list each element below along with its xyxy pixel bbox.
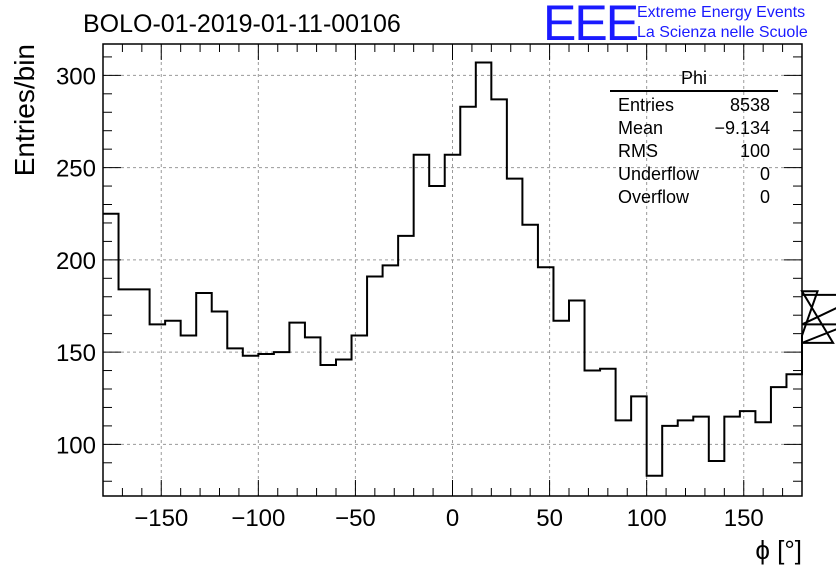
stats-box: Phi Entries 8538 Mean −9.134 RMS 100 Und… [610, 69, 778, 209]
histogram-bin [724, 417, 740, 496]
eee-logo-text: Extreme Energy Events La Scienza nelle S… [637, 3, 808, 43]
x-tick-label: 0 [446, 505, 459, 532]
stats-value: −9.134 [714, 118, 770, 138]
histogram-bin [709, 461, 725, 496]
histogram-bin [367, 276, 383, 496]
eee-logo: EEE [543, 0, 639, 51]
stats-row-entries: Entries 8538 [610, 94, 778, 117]
y-tick-label: 300 [56, 63, 96, 90]
histogram-bin [631, 396, 647, 496]
histogram-bin [569, 300, 585, 496]
histogram-bin [662, 426, 678, 496]
histogram-bin [771, 387, 787, 496]
histogram-bin [647, 476, 663, 496]
x-tick-label: 50 [536, 505, 563, 532]
histogram-bin [150, 324, 166, 496]
stats-label: Underflow [618, 164, 700, 184]
x-tick-label: 150 [724, 505, 764, 532]
stats-title: Phi [610, 69, 778, 92]
histogram-bin [336, 359, 352, 496]
histogram-bin [103, 214, 119, 496]
page-title: BOLO-01-2019-01-11-00106 [83, 10, 401, 38]
histogram-bin [352, 335, 368, 496]
histogram-bin [491, 99, 507, 496]
histogram-bin [755, 422, 771, 496]
histogram-bin [522, 225, 538, 496]
stats-row-mean: Mean −9.134 [610, 117, 778, 140]
histogram-bin [258, 354, 274, 496]
histogram-bin [616, 420, 632, 496]
histogram-bin [243, 356, 259, 496]
stats-value: 0 [759, 187, 770, 207]
histogram-bin [320, 365, 336, 496]
histogram-bin [227, 348, 243, 496]
histogram-bin [119, 289, 135, 496]
stats-label: RMS [618, 141, 658, 161]
x-axis-label: ϕ [°] [755, 535, 802, 565]
histogram-bin [181, 335, 197, 496]
stats-row-overflow: Overflow 0 [610, 186, 778, 209]
histogram-bin [585, 371, 601, 496]
stats-value: 100 [739, 141, 770, 161]
histogram-bin [538, 267, 554, 496]
histogram-bin [678, 420, 694, 496]
stats-row-underflow: Underflow 0 [610, 163, 778, 186]
x-tick-label: −100 [231, 505, 285, 532]
histogram-bin [274, 352, 290, 496]
stats-label: Entries [618, 95, 675, 115]
x-tick-label: −150 [134, 505, 188, 532]
stats-label: Mean [618, 118, 664, 138]
y-axis-label: Entries/bin [9, 44, 40, 176]
x-tick-label: −50 [335, 505, 376, 532]
histogram-bin [196, 293, 212, 496]
stats-value: 8538 [729, 95, 770, 115]
histogram-bin [445, 155, 461, 496]
logo-line-1: Extreme Energy Events [637, 4, 806, 21]
stats-value: 0 [759, 164, 770, 184]
x-tick-label: 100 [627, 505, 667, 532]
stats-label: Overflow [618, 187, 690, 207]
histogram-bin [460, 107, 476, 496]
histogram-bin [383, 265, 399, 496]
histogram-bin [165, 321, 181, 496]
histogram-bin [600, 369, 616, 496]
histogram-bin [429, 186, 445, 496]
histogram-bin [476, 62, 492, 496]
histogram-series [103, 61, 836, 477]
histogram-bin [507, 179, 523, 496]
histogram-bin [134, 289, 150, 496]
histogram-bin [553, 321, 569, 496]
stats-row-rms: RMS 100 [610, 140, 778, 163]
histogram-bin [212, 312, 228, 496]
histogram-bin [398, 236, 414, 496]
y-tick-label: 100 [56, 432, 96, 459]
histogram-bin [740, 411, 756, 496]
histogram-bin [414, 155, 430, 496]
logo-line-2: La Scienza nelle Scuole [637, 24, 808, 41]
histogram-bin [305, 337, 321, 496]
histogram-bin [786, 374, 802, 496]
histogram-bin [289, 323, 305, 496]
y-tick-label: 200 [56, 248, 96, 275]
y-tick-label: 150 [56, 340, 96, 367]
y-tick-label: 250 [56, 156, 96, 183]
histogram-bin [693, 417, 709, 496]
